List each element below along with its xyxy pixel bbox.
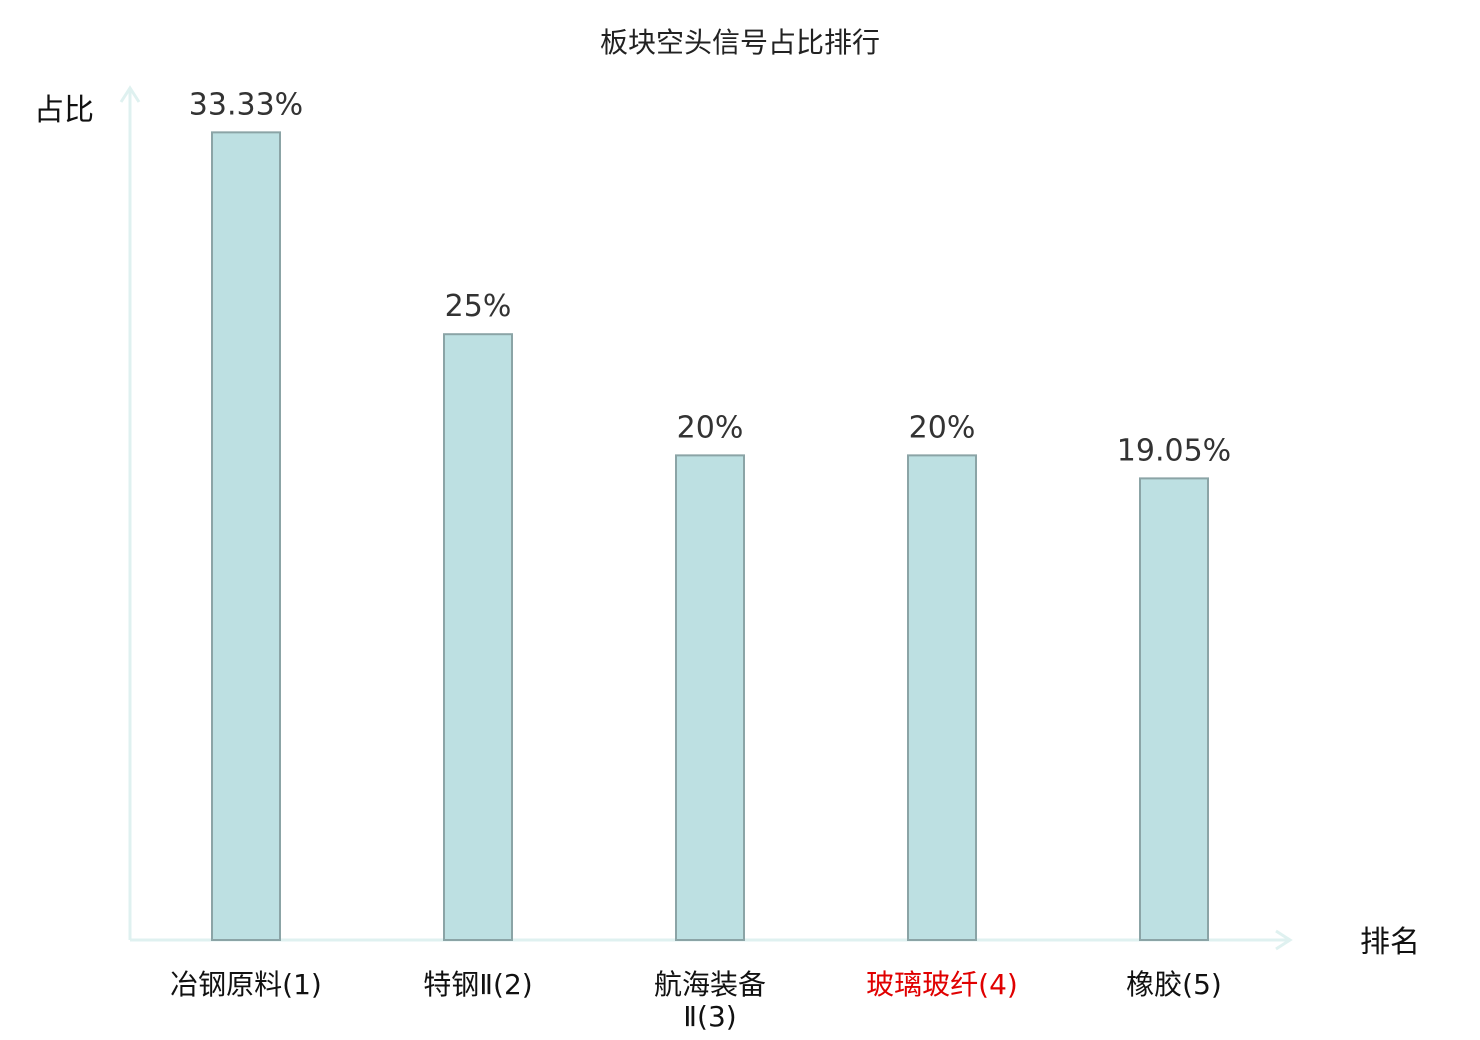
category-label: 玻璃玻纤(4) <box>866 968 1018 1001</box>
bar <box>443 333 513 942</box>
bar <box>211 131 281 941</box>
x-axis-arrow-icon <box>1275 929 1293 951</box>
value-label: 25% <box>445 289 512 324</box>
value-label: 19.05% <box>1117 433 1231 468</box>
category-label: 冶钢原料(1) <box>170 968 322 1001</box>
value-labels-group: 33.33% 25% 20% 20% 19.05% <box>189 87 1231 468</box>
x-axis-label: 排名 <box>1360 925 1420 960</box>
value-label: 33.33% <box>189 87 303 122</box>
bars-group <box>211 131 1209 942</box>
chart-title: 板块空头信号占比排行 <box>600 26 880 59</box>
y-axis-arrow-icon <box>119 85 141 103</box>
category-label: 橡胶(5) <box>1126 968 1222 1001</box>
category-label: 特钢Ⅱ(2) <box>423 968 532 1001</box>
category-label: 航海装备 <box>654 968 766 1001</box>
bar <box>675 454 745 941</box>
y-axis-label: 占比 <box>34 93 94 128</box>
value-label: 20% <box>909 410 976 445</box>
category-label: Ⅱ(3) <box>683 1000 736 1033</box>
bar <box>1139 477 1209 941</box>
bar <box>907 454 977 941</box>
value-label: 20% <box>677 410 744 445</box>
